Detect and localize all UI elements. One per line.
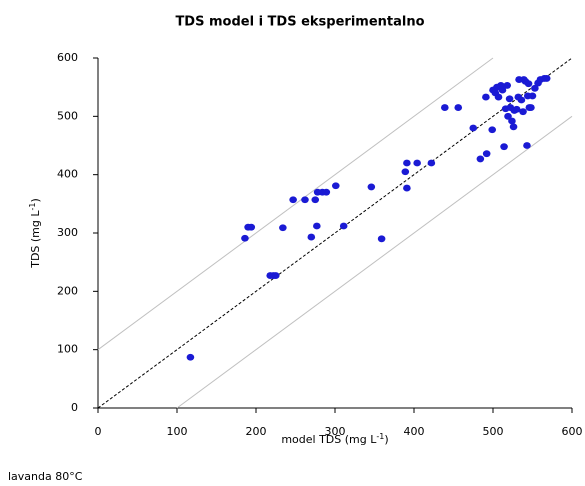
- data-point: [289, 196, 297, 204]
- y-tick-label: 0: [71, 401, 78, 414]
- data-point: [401, 168, 410, 176]
- x-axis-label: model TDS (mg L-1): [281, 432, 388, 447]
- y-label-sup: -1: [28, 203, 37, 211]
- x-tick-label: 200: [246, 425, 267, 438]
- y-label-end: ): [29, 198, 42, 202]
- data-point: [523, 142, 531, 149]
- x-label-sup: -1: [376, 432, 384, 441]
- data-point: [377, 235, 386, 243]
- data-point: [482, 93, 490, 101]
- x-tick-label: 400: [404, 425, 425, 438]
- data-point: [509, 123, 518, 131]
- reference-line: [97, 57, 494, 351]
- data-point: [241, 234, 249, 242]
- data-point: [531, 84, 539, 92]
- data-point: [279, 224, 287, 232]
- data-point: [301, 196, 309, 204]
- x-label-end: ): [384, 433, 388, 446]
- data-point: [494, 93, 503, 101]
- data-point: [311, 196, 320, 204]
- data-point: [331, 182, 340, 190]
- y-tick-label: 600: [57, 51, 78, 64]
- data-point: [247, 223, 256, 231]
- y-tick-label: 100: [57, 343, 78, 356]
- data-point: [488, 126, 497, 134]
- data-point: [504, 112, 512, 120]
- data-point: [413, 159, 421, 167]
- data-point: [503, 82, 512, 89]
- data-point: [469, 124, 478, 132]
- data-point: [482, 150, 491, 158]
- y-tick-label: 400: [57, 168, 78, 181]
- x-tick-label: 300: [325, 425, 346, 438]
- data-point: [313, 222, 321, 230]
- y-label-text: TDS (mg L: [29, 210, 42, 269]
- y-axis-label: TDS (mg L-1): [28, 198, 43, 269]
- data-point: [427, 159, 436, 167]
- x-tick-label: 0: [95, 425, 102, 438]
- y-tick-label: 200: [57, 284, 78, 297]
- data-point: [517, 96, 526, 104]
- x-label-text: model TDS (mg L: [281, 433, 377, 446]
- y-tick-label: 500: [57, 109, 78, 122]
- reference-line: [97, 57, 573, 409]
- data-point: [307, 233, 316, 241]
- data-point: [508, 117, 516, 125]
- data-point: [519, 108, 527, 116]
- data-point: [403, 159, 411, 167]
- reference-line: [176, 115, 573, 409]
- x-tick-label: 600: [562, 425, 583, 438]
- data-point: [403, 184, 411, 192]
- data-point: [527, 104, 535, 111]
- data-point: [512, 105, 521, 113]
- data-point: [367, 183, 376, 191]
- data-point: [498, 86, 507, 94]
- data-point: [339, 222, 348, 230]
- data-point: [441, 104, 449, 111]
- data-point: [186, 353, 195, 361]
- x-tick-label: 100: [167, 425, 188, 438]
- data-point: [500, 143, 508, 151]
- data-point: [454, 104, 463, 111]
- y-tick-label: 300: [57, 226, 78, 239]
- data-point: [271, 272, 280, 279]
- data-point: [322, 188, 331, 196]
- data-point: [476, 155, 485, 163]
- x-tick-label: 500: [483, 425, 504, 438]
- chart-title: TDS model i TDS eksperimentalno: [175, 15, 424, 30]
- footnote: lavanda 80°C: [8, 470, 83, 483]
- data-point: [528, 92, 537, 100]
- data-point: [542, 75, 551, 82]
- data-point: [524, 80, 533, 88]
- data-point: [505, 95, 514, 103]
